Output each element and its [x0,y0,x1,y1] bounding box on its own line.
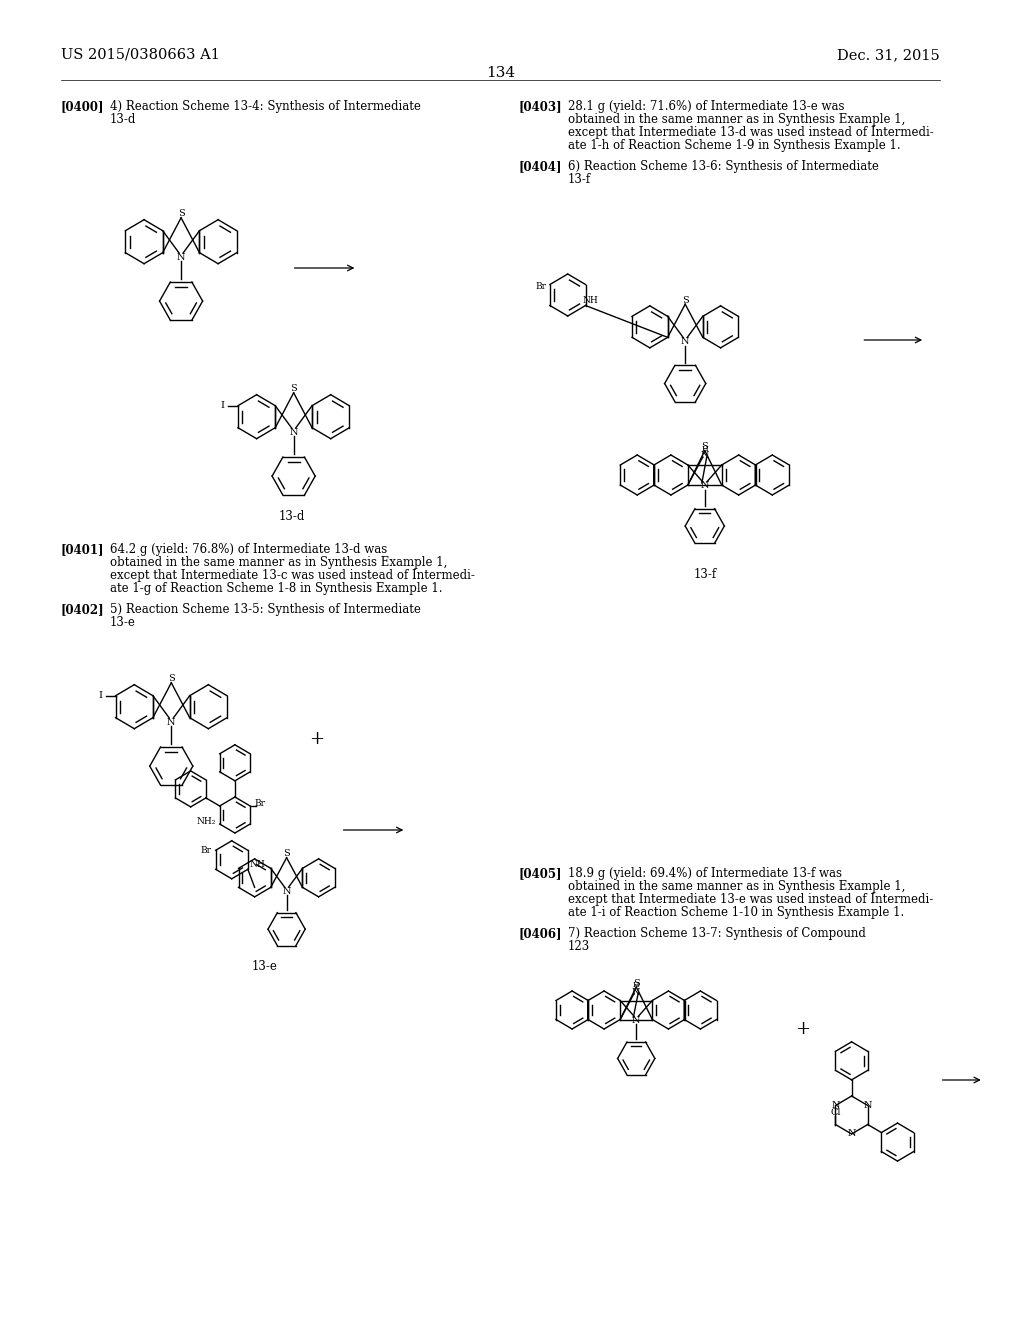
Text: H: H [633,981,640,989]
Text: [0400]: [0400] [60,100,104,114]
Text: ate 1-i of Reaction Scheme 1-10 in Synthesis Example 1.: ate 1-i of Reaction Scheme 1-10 in Synth… [567,906,904,919]
Text: [0402]: [0402] [60,603,104,616]
Text: 13-d: 13-d [110,114,136,125]
Text: N: N [632,987,640,997]
Text: Cl: Cl [830,1107,841,1117]
Text: US 2015/0380663 A1: US 2015/0380663 A1 [60,48,219,62]
Text: N: N [847,1130,856,1138]
Text: 6) Reaction Scheme 13-6: Synthesis of Intermediate: 6) Reaction Scheme 13-6: Synthesis of In… [567,160,879,173]
Text: Br: Br [254,800,265,808]
Text: 4) Reaction Scheme 13-4: Synthesis of Intermediate: 4) Reaction Scheme 13-4: Synthesis of In… [110,100,421,114]
Text: Br: Br [535,282,546,290]
Text: N: N [831,1101,840,1110]
Text: N: N [863,1101,872,1110]
Text: Br: Br [201,846,212,855]
Text: N: N [681,337,689,346]
Text: 13-e: 13-e [110,616,135,630]
Text: S: S [168,675,175,684]
Text: 18.9 g (yield: 69.4%) of Intermediate 13-f was: 18.9 g (yield: 69.4%) of Intermediate 13… [567,867,842,880]
Text: N: N [700,451,709,461]
Text: S: S [682,296,688,305]
Text: I: I [220,401,224,411]
Text: 13-e: 13-e [251,960,278,973]
Text: Dec. 31, 2015: Dec. 31, 2015 [837,48,940,62]
Text: NH: NH [583,296,598,305]
Text: H: H [701,445,708,453]
Text: NH₂: NH₂ [197,817,216,826]
Text: +: + [796,1020,810,1038]
Text: 13-f: 13-f [693,568,717,581]
Text: 7) Reaction Scheme 13-7: Synthesis of Compound: 7) Reaction Scheme 13-7: Synthesis of Co… [567,927,865,940]
Text: N: N [290,428,298,437]
Text: N: N [167,718,175,726]
Text: N: N [177,252,185,261]
Text: obtained in the same manner as in Synthesis Example 1,: obtained in the same manner as in Synthe… [567,114,905,125]
Text: NH: NH [250,859,265,869]
Text: I: I [98,692,102,700]
Text: [0401]: [0401] [60,543,104,556]
Text: except that Intermediate 13-c was used instead of Intermedi-: except that Intermediate 13-c was used i… [110,569,474,582]
Text: N: N [700,482,709,491]
Text: S: S [178,210,184,218]
Text: 13-f: 13-f [567,173,591,186]
Text: N: N [632,1016,640,1024]
Text: obtained in the same manner as in Synthesis Example 1,: obtained in the same manner as in Synthe… [110,556,447,569]
Text: 28.1 g (yield: 71.6%) of Intermediate 13-e was: 28.1 g (yield: 71.6%) of Intermediate 13… [567,100,844,114]
Text: 5) Reaction Scheme 13-5: Synthesis of Intermediate: 5) Reaction Scheme 13-5: Synthesis of In… [110,603,421,616]
Text: obtained in the same manner as in Synthesis Example 1,: obtained in the same manner as in Synthe… [567,880,905,894]
Text: S: S [290,384,297,393]
Text: 13-d: 13-d [279,510,305,523]
Text: [0403]: [0403] [519,100,562,114]
Text: ate 1-g of Reaction Scheme 1-8 in Synthesis Example 1.: ate 1-g of Reaction Scheme 1-8 in Synthe… [110,582,442,595]
Text: [0405]: [0405] [519,867,562,880]
Text: except that Intermediate 13-e was used instead of Intermedi-: except that Intermediate 13-e was used i… [567,894,933,906]
Text: except that Intermediate 13-d was used instead of Intermedi-: except that Intermediate 13-d was used i… [567,125,934,139]
Text: +: + [308,730,324,748]
Text: ate 1-h of Reaction Scheme 1-9 in Synthesis Example 1.: ate 1-h of Reaction Scheme 1-9 in Synthe… [567,139,900,152]
Text: S: S [284,849,290,858]
Text: 64.2 g (yield: 76.8%) of Intermediate 13-d was: 64.2 g (yield: 76.8%) of Intermediate 13… [110,543,387,556]
Text: [0406]: [0406] [519,927,562,940]
Text: S: S [701,442,709,451]
Text: 123: 123 [567,940,590,953]
Text: N: N [283,887,291,896]
Text: S: S [633,978,640,987]
Text: [0404]: [0404] [519,160,562,173]
Text: 134: 134 [486,66,516,81]
